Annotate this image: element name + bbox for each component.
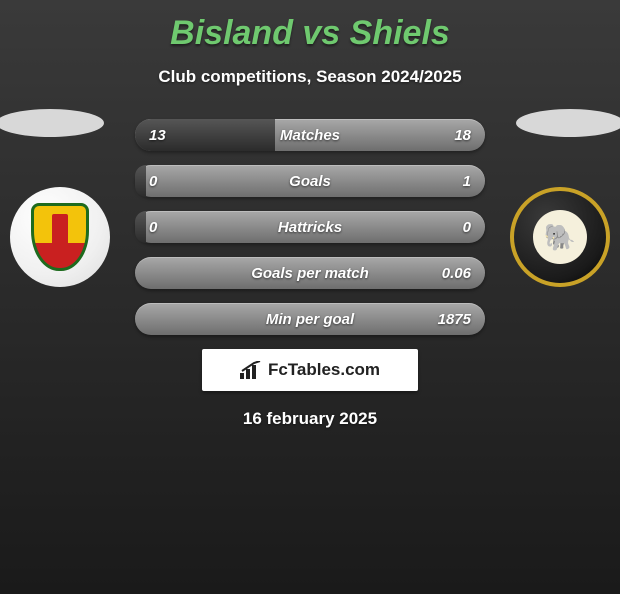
stat-label: Goals	[289, 173, 331, 190]
stat-right-value: 1	[463, 173, 471, 190]
page-title: Bisland vs Shiels	[0, 14, 620, 53]
left-team-column	[0, 119, 120, 369]
stat-row: Min per goal 1875	[135, 303, 485, 335]
brand-box: FcTables.com	[202, 349, 418, 391]
stat-label: Matches	[280, 127, 340, 144]
right-team-badge: 🐘	[510, 187, 610, 287]
right-ellipse-decoration	[516, 109, 620, 137]
left-team-badge	[10, 187, 110, 287]
stat-row: 0 Hattricks 0	[135, 211, 485, 243]
stat-fill	[135, 165, 146, 197]
stat-label: Min per goal	[266, 311, 354, 328]
annan-athletic-crest-icon	[31, 203, 89, 271]
stat-left-value: 0	[149, 173, 157, 190]
bar-chart-icon	[240, 361, 262, 379]
stat-right-value: 0.06	[442, 265, 471, 282]
stat-label: Goals per match	[251, 265, 369, 282]
stat-label: Hattricks	[278, 219, 342, 236]
dumbarton-fc-crest-icon: 🐘	[533, 210, 587, 264]
stat-row: 13 Matches 18	[135, 119, 485, 151]
stat-row: Goals per match 0.06	[135, 257, 485, 289]
stat-bars: 13 Matches 18 0 Goals 1 0 Hattricks 0 Go…	[135, 119, 485, 335]
stat-right-value: 0	[463, 219, 471, 236]
stat-right-value: 18	[454, 127, 471, 144]
date-text: 16 february 2025	[0, 409, 620, 429]
left-ellipse-decoration	[0, 109, 104, 137]
comparison-panel: 🐘 13 Matches 18 0 Goals 1 0 Hattricks 0 …	[0, 119, 620, 429]
stat-fill	[135, 211, 146, 243]
right-team-column: 🐘	[500, 119, 620, 369]
page-subtitle: Club competitions, Season 2024/2025	[0, 67, 620, 87]
brand-text: FcTables.com	[268, 360, 380, 380]
stat-left-value: 13	[149, 127, 166, 144]
stat-right-value: 1875	[438, 311, 471, 328]
stat-left-value: 0	[149, 219, 157, 236]
stat-row: 0 Goals 1	[135, 165, 485, 197]
